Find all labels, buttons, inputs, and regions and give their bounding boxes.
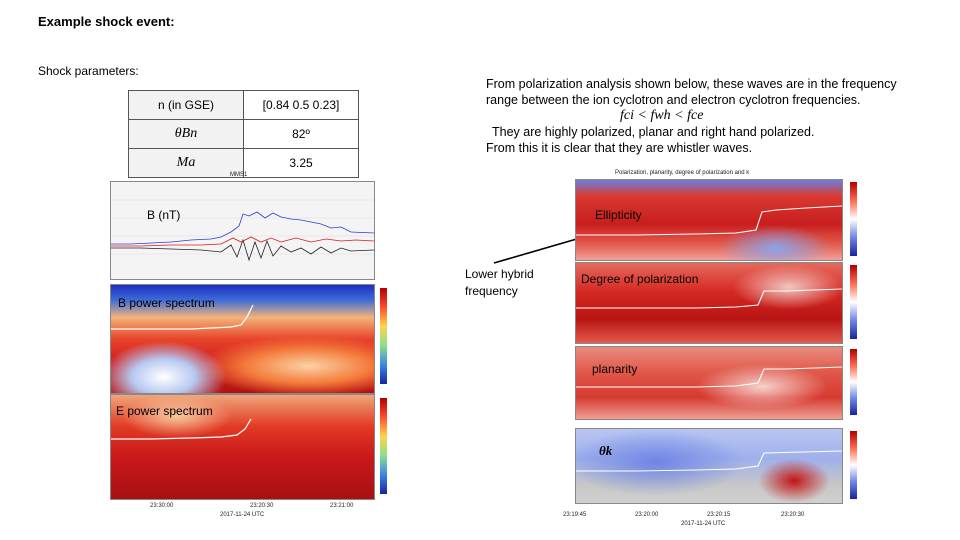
x-tick: 23:21:00	[330, 503, 354, 509]
b-field-label: B (nT)	[147, 208, 181, 222]
shock-parameters-title: Shock parameters:	[38, 64, 139, 78]
table-row: Ma 3.25	[128, 148, 359, 178]
b-field-panel: B (nT)	[110, 181, 375, 280]
left-figure: MMS1 B (nT) B power spectrum E power spe…	[80, 170, 410, 530]
e-power-colorbar	[380, 398, 387, 494]
table-row: θBn 82º	[128, 119, 359, 149]
frequency-inequality: fci < fwh < fce	[620, 108, 704, 123]
lower-hybrid-trace	[576, 450, 842, 472]
value-cell: [0.84 0.5 0.23]	[243, 90, 359, 120]
note-line: range between the ion cyclotron and elec…	[486, 93, 861, 107]
lower-hybrid-trace	[111, 304, 254, 330]
ellipticity-label: Ellipticity	[595, 208, 642, 222]
e-power-spectrum-panel	[110, 394, 375, 500]
x-tick: 23:30:00	[150, 503, 174, 509]
ellipticity-colorbar	[850, 182, 857, 256]
b-power-spectrum-label: B power spectrum	[118, 296, 215, 310]
ellipticity-panel	[575, 179, 843, 261]
lower-hybrid-trace	[576, 288, 842, 309]
lower-hybrid-trace	[576, 366, 842, 388]
x-tick: 23:20:00	[635, 512, 659, 518]
note-line: From this it is clear that they are whis…	[486, 141, 753, 155]
param-cell: n (in GSE)	[128, 90, 244, 120]
right-figure-title: Polarization, planarity, degree of polar…	[615, 170, 750, 176]
lower-hybrid-label: Lower hybrid frequency	[465, 267, 534, 298]
b-power-spectrum-panel	[110, 284, 375, 394]
lower-hybrid-trace	[576, 205, 842, 236]
x-tick: 23:20:15	[707, 512, 731, 518]
shock-parameters-table: n (in GSE) [0.84 0.5 0.23] θBn 82º Ma 3.…	[128, 90, 359, 178]
x-axis-label: 2017-11-24 UTC	[220, 512, 265, 518]
thetak-colorbar	[850, 431, 857, 499]
note-line: From polarization analysis shown below, …	[486, 77, 897, 91]
thetak-panel	[575, 428, 843, 504]
table-row: n (in GSE) [0.84 0.5 0.23]	[128, 90, 359, 120]
slide-title: Example shock event:	[38, 14, 175, 29]
lower-hybrid-trace	[111, 418, 252, 440]
planarity-label: planarity	[592, 362, 638, 376]
value-cell: 82º	[243, 119, 359, 149]
x-tick: 23:20:30	[781, 512, 805, 518]
x-axis-label: 2017-11-24 UTC	[681, 521, 726, 527]
x-tick: 23:20:30	[250, 503, 274, 509]
param-cell: Ma	[128, 148, 244, 178]
right-figure: Polarization, planarity, degree of polar…	[555, 166, 885, 536]
value-cell: 3.25	[243, 148, 359, 178]
b-field-plot	[111, 199, 374, 262]
dop-colorbar	[850, 265, 857, 339]
analysis-note: From polarization analysis shown below, …	[486, 76, 926, 156]
note-line: They are highly polarized, planar and ri…	[492, 125, 815, 139]
planarity-colorbar	[850, 349, 857, 415]
x-tick: 23:19:45	[563, 512, 587, 518]
dop-panel	[575, 262, 843, 344]
b-power-colorbar	[380, 288, 387, 384]
figure-top-label: MMS1	[230, 172, 248, 178]
param-cell: θBn	[128, 119, 244, 149]
thetak-label: θk	[599, 443, 613, 458]
dop-label: Degree of polarization	[581, 272, 699, 286]
planarity-panel	[575, 346, 843, 420]
e-power-spectrum-label: E power spectrum	[116, 404, 213, 418]
